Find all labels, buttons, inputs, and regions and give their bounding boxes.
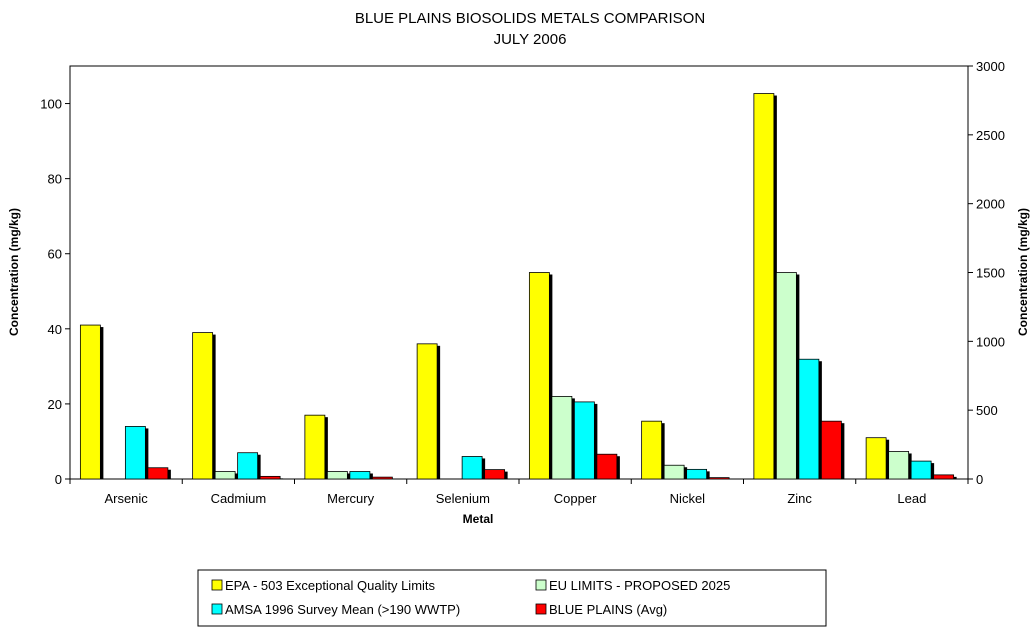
right-tick-label: 500: [976, 403, 998, 418]
category-axis: Arsenic Cadmium Mercury Selenium Copper Nicke…: [69, 479, 969, 506]
legend-swatch: [535, 579, 547, 591]
bar: [910, 460, 932, 480]
left-tick-label: 60: [48, 247, 62, 262]
bar: [933, 474, 955, 480]
y-axis-title-right: Concentration (mg/kg): [1016, 208, 1030, 336]
legend-label: BLUE PLAINS (Avg): [549, 602, 667, 617]
bars-group: [79, 93, 957, 480]
x-axis-title: Metal: [463, 512, 494, 526]
bar: [753, 93, 775, 480]
bar: [237, 452, 259, 480]
bar: [371, 476, 393, 480]
bar: [192, 332, 214, 480]
legend-label: EU LIMITS - PROPOSED 2025: [549, 578, 730, 593]
left-tick-label: 100: [40, 97, 62, 112]
category-label: Mercury: [327, 491, 374, 506]
bar: [416, 343, 438, 480]
bar: [214, 471, 236, 480]
category-label: Cadmium: [211, 491, 267, 506]
bar: [865, 437, 887, 480]
bar: [79, 324, 101, 480]
left-tick-label: 40: [48, 322, 62, 337]
bar: [820, 420, 842, 480]
right-tick-label: 1500: [976, 266, 1005, 281]
bar: [124, 426, 146, 480]
left-tick-label: 80: [48, 172, 62, 187]
bar: [775, 272, 797, 480]
bar: [326, 471, 348, 480]
category-label: Selenium: [436, 491, 490, 506]
category-label: Lead: [897, 491, 926, 506]
bar: [259, 475, 281, 480]
legend-label: AMSA 1996 Survey Mean (>190 WWTP): [225, 602, 460, 617]
bar: [686, 468, 708, 480]
category-label: Copper: [554, 491, 597, 506]
bar: [708, 477, 730, 480]
category-label: Nickel: [670, 491, 706, 506]
bar: [147, 467, 169, 480]
bar: [596, 453, 618, 480]
legend-swatch: [211, 603, 223, 615]
chart-subtitle: JULY 2006: [494, 31, 567, 48]
bar: [551, 395, 573, 480]
bar: [888, 451, 910, 480]
right-tick-label: 0: [976, 472, 983, 487]
bar: [304, 414, 326, 480]
left-tick-label: 20: [48, 397, 62, 412]
bar: [461, 456, 483, 480]
legend-swatch: [535, 603, 547, 615]
legend-items: EPA - 503 Exceptional Quality Limits EU L…: [211, 578, 730, 617]
bar: [484, 469, 506, 480]
legend-swatch: [211, 579, 223, 591]
right-tick-label: 2000: [976, 197, 1005, 212]
right-axis: 0 500 1000 1500 2000 2500 3000: [968, 59, 1005, 487]
bar: [573, 401, 595, 480]
bar: [798, 358, 820, 480]
y-axis-title-left: Concentration (mg/kg): [7, 208, 21, 336]
right-tick-label: 2500: [976, 128, 1005, 143]
chart-title: BLUE PLAINS BIOSOLIDS METALS COMPARISON: [355, 10, 705, 27]
right-tick-label: 1000: [976, 334, 1005, 349]
bar: [349, 471, 371, 480]
right-tick-label: 3000: [976, 59, 1005, 74]
bar: [663, 464, 685, 480]
bar: [528, 272, 550, 480]
left-axis: 0 20 40 60 80 100: [40, 97, 70, 487]
left-tick-label: 0: [55, 472, 62, 487]
category-label: Arsenic: [104, 491, 148, 506]
legend-label: EPA - 503 Exceptional Quality Limits: [225, 578, 436, 593]
category-label: Zinc: [787, 491, 812, 506]
legend: [197, 569, 827, 627]
bar: [641, 420, 663, 480]
